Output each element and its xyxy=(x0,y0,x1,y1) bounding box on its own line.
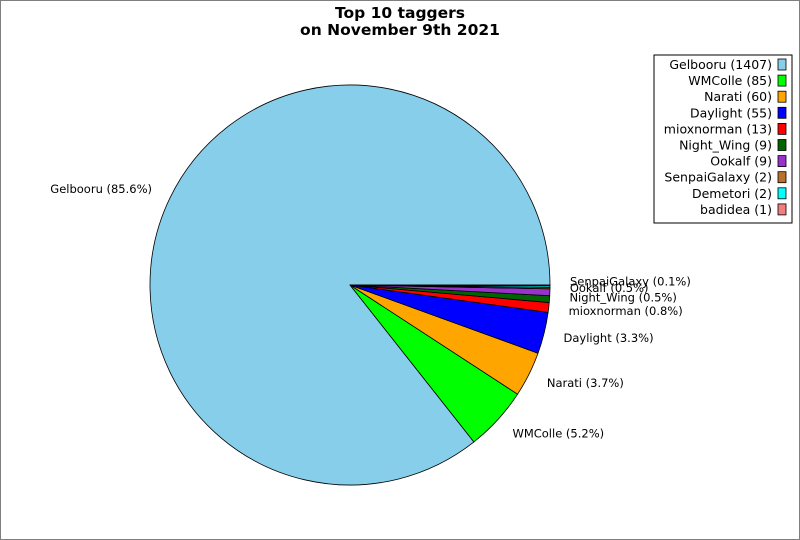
legend-entry-mioxnorman: mioxnorman (13) xyxy=(664,121,772,136)
legend-swatch-senpaigalaxy xyxy=(777,171,787,184)
legend-entry-gelbooru: Gelbooru (1407) xyxy=(669,57,772,72)
slice-label-ookalf: Ookalf (0.5%) xyxy=(570,281,649,295)
legend-swatch-narati xyxy=(777,90,787,103)
legend-entry-wmcolle: WMColle (85) xyxy=(688,73,772,88)
chart-title-line-2: on November 9th 2021 xyxy=(300,21,500,39)
legend: Gelbooru (1407)WMColle (85)Narati (60)Da… xyxy=(653,54,793,224)
legend-swatch-wmcolle xyxy=(777,74,787,87)
legend-entry-narati: Narati (60) xyxy=(704,89,772,104)
legend-entry-senpaigalaxy: SenpaiGalaxy (2) xyxy=(664,170,772,185)
legend-swatch-gelbooru xyxy=(777,58,787,71)
legend-entry-night-wing: Night_Wing (9) xyxy=(679,138,772,153)
legend-swatch-daylight xyxy=(777,106,787,119)
legend-entry-badidea: badidea (1) xyxy=(700,202,772,217)
slice-labels: Gelbooru (85.6%) WMColle (5.2%) Narati (3.… xyxy=(50,182,691,440)
slice-label-senpaigalaxy: SenpaiGalaxy (0.1%) xyxy=(570,274,691,288)
slice-label-daylight: Daylight (3.3%) xyxy=(564,331,654,345)
slice-label-night-wing: Night_Wing (0.5%) xyxy=(569,291,676,305)
pie-slices xyxy=(149,84,551,486)
slice-label-mioxnorman: mioxnorman (0.8%) xyxy=(569,304,683,318)
slice-label-gelbooru: Gelbooru (85.6%) xyxy=(50,182,152,196)
legend-swatch-night-wing xyxy=(777,139,787,151)
legend-entry-daylight: Daylight (55) xyxy=(690,105,772,120)
legend-entry-demetori: Demetori (2) xyxy=(692,186,772,201)
slice-label-wmcolle: WMColle (5.2%) xyxy=(512,426,604,440)
slice-label-narati: Narati (3.7%) xyxy=(547,376,624,390)
legend-entry-ookalf: Ookalf (9) xyxy=(710,154,772,169)
legend-swatch-badidea xyxy=(777,203,787,216)
legend-swatch-ookalf xyxy=(777,155,787,168)
legend-swatch-demetori xyxy=(777,187,787,200)
legend-box xyxy=(653,54,793,224)
legend-swatch-mioxnorman xyxy=(777,123,787,135)
chart-title-line-1: Top 10 taggers xyxy=(335,4,465,22)
slice-badidea xyxy=(349,284,551,287)
